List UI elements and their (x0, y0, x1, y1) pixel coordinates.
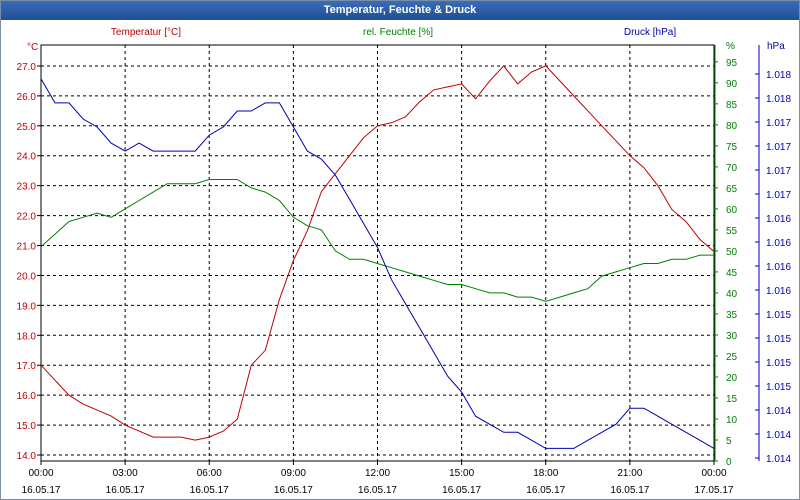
series-line-pressure (40, 78, 715, 449)
y-tick-label-humidity: 75 (726, 142, 738, 153)
y-tick-label-pressure: 1.014 (766, 454, 791, 465)
x-tick-label-date: 16.05.17 (358, 485, 397, 496)
y-tick-label-temperature: 25.0 (17, 122, 37, 133)
y-tick-label-pressure: 1.017 (766, 118, 791, 129)
y-tick-label-humidity: 45 (726, 268, 738, 279)
y-tick-label-temperature: 27.0 (17, 62, 37, 73)
axis-unit-humidity: % (726, 41, 735, 52)
y-tick-label-pressure: 1.017 (766, 142, 791, 153)
x-tick-label-time: 21:00 (617, 468, 642, 479)
y-tick-label-pressure: 1.014 (766, 406, 791, 417)
x-tick-label-time: 09:00 (281, 468, 306, 479)
y-tick-label-pressure: 1.017 (766, 190, 791, 201)
y-tick-label-humidity: 40 (726, 289, 738, 300)
y-tick-label-humidity: 15 (726, 394, 738, 405)
x-tick-label-date: 17.05.17 (695, 485, 734, 496)
y-tick-label-pressure: 1.018 (766, 94, 791, 105)
y-tick-label-temperature: 18.0 (17, 331, 37, 342)
y-tick-label-pressure: 1.016 (766, 262, 791, 273)
y-tick-label-temperature: 21.0 (17, 242, 37, 253)
series-line-humidity (40, 179, 714, 302)
legend-humidity: rel. Feuchte [%] (363, 27, 433, 38)
x-tick-label-date: 16.05.17 (610, 485, 649, 496)
x-tick-label-time: 03:00 (113, 468, 138, 479)
window-title: Temperatur, Feuchte & Druck (1, 1, 799, 20)
y-tick-label-temperature: 26.0 (17, 92, 37, 103)
y-tick-label-temperature: 20.0 (17, 271, 37, 282)
y-tick-label-temperature: 16.0 (17, 391, 37, 402)
y-tick-label-temperature: 24.0 (17, 152, 37, 163)
y-tick-label-pressure: 1.016 (766, 286, 791, 297)
x-tick-label-time: 15:00 (449, 468, 474, 479)
y-tick-label-humidity: 30 (726, 331, 738, 342)
y-tick-label-humidity: 55 (726, 226, 738, 237)
y-tick-label-pressure: 1.016 (766, 214, 791, 225)
y-tick-label-pressure: 1.017 (766, 166, 791, 177)
y-tick-label-pressure: 1.015 (766, 334, 791, 345)
y-tick-label-humidity: 65 (726, 184, 738, 195)
y-tick-label-humidity: 50 (726, 247, 738, 258)
x-tick-label-date: 16.05.17 (526, 485, 565, 496)
y-tick-label-humidity: 35 (726, 310, 738, 321)
y-tick-label-pressure: 1.014 (766, 430, 791, 441)
y-tick-label-humidity: 5 (726, 436, 732, 447)
y-tick-label-humidity: 85 (726, 100, 738, 111)
y-tick-label-temperature: 17.0 (17, 361, 37, 372)
y-tick-label-humidity: 60 (726, 205, 738, 216)
x-tick-label-date: 16.05.17 (106, 485, 145, 496)
y-tick-label-pressure: 1.015 (766, 382, 791, 393)
plot-area (40, 44, 715, 462)
y-tick-label-humidity: 95 (726, 58, 738, 69)
x-tick-label-date: 16.05.17 (274, 485, 313, 496)
y-tick-label-temperature: 15.0 (17, 421, 37, 432)
y-tick-label-pressure: 1.015 (766, 358, 791, 369)
y-tick-label-temperature: 22.0 (17, 212, 37, 223)
y-tick-label-humidity: 20 (726, 373, 738, 384)
y-tick-label-humidity: 0 (726, 457, 732, 468)
y-tick-label-humidity: 90 (726, 79, 738, 90)
y-tick-label-pressure: 1.015 (766, 310, 791, 321)
x-tick-label-time: 00:00 (701, 468, 726, 479)
series-line-temperature (40, 65, 715, 441)
x-tick-label-date: 16.05.17 (190, 485, 229, 496)
x-tick-label-time: 06:00 (197, 468, 222, 479)
y-tick-label-pressure: 1.018 (766, 70, 791, 81)
y-tick-label-humidity: 25 (726, 352, 738, 363)
y-tick-label-temperature: 14.0 (17, 451, 37, 462)
x-tick-label-time: 00:00 (28, 468, 53, 479)
x-tick-label-date: 16.05.17 (442, 485, 481, 496)
y-tick-label-pressure: 1.016 (766, 238, 791, 249)
legend-temperature: Temperatur [°C] (111, 27, 181, 38)
legend-pressure: Druck [hPa] (624, 27, 676, 38)
y-tick-label-temperature: 19.0 (17, 301, 37, 312)
y-tick-label-temperature: 23.0 (17, 182, 37, 193)
axis-unit-temperature: °C (27, 42, 38, 53)
x-tick-label-time: 12:00 (365, 468, 390, 479)
x-tick-label-date: 16.05.17 (22, 485, 61, 496)
y-tick-label-humidity: 10 (726, 415, 738, 426)
x-tick-label-time: 18:00 (533, 468, 558, 479)
y-tick-label-humidity: 80 (726, 121, 738, 132)
axis-unit-pressure: hPa (767, 41, 785, 52)
y-tick-label-humidity: 70 (726, 163, 738, 174)
